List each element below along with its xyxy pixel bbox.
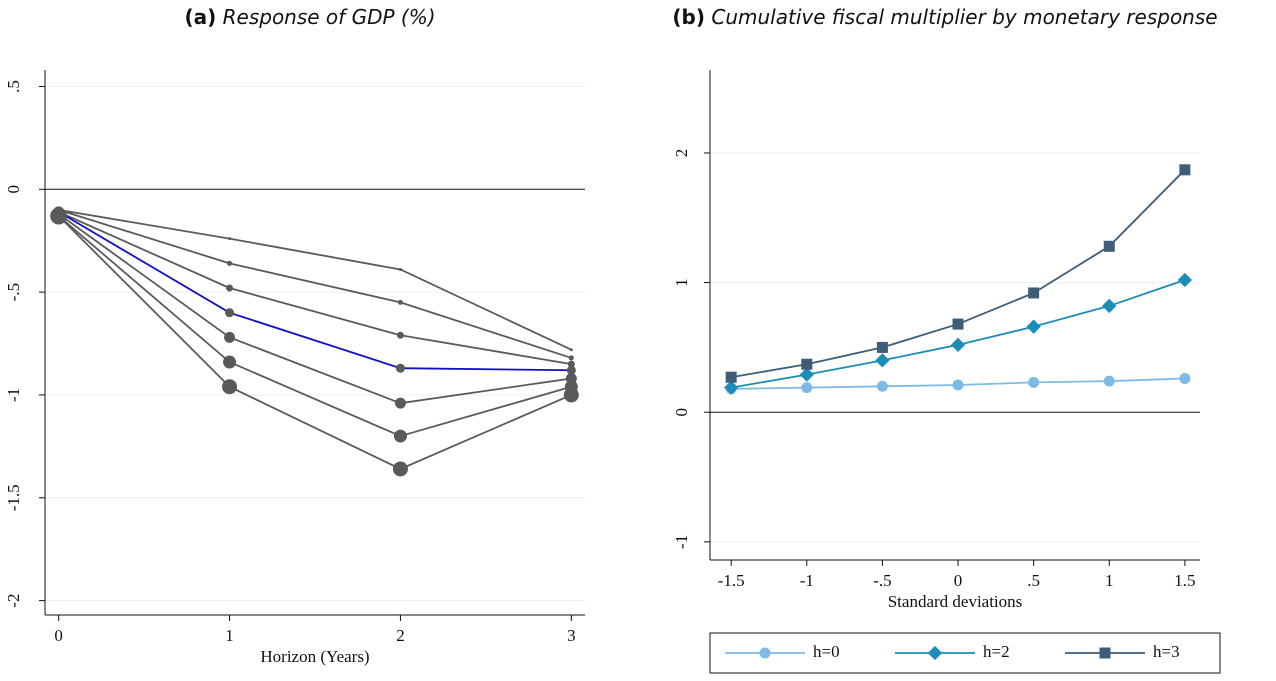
marker: [1028, 287, 1040, 299]
y-tick-label: 0: [672, 408, 691, 417]
x-tick-label: 1: [1105, 571, 1114, 590]
marker: [225, 308, 235, 318]
y-tick-label: -1: [4, 388, 23, 402]
legend-label: h=0: [813, 642, 840, 661]
marker: [799, 367, 814, 382]
marker: [395, 363, 405, 373]
marker: [1103, 240, 1115, 252]
x-tick-label: 1.5: [1174, 571, 1195, 590]
x-tick-label: -1: [800, 571, 814, 590]
legend-label: h=3: [1153, 642, 1180, 661]
y-tick-label: 0: [4, 185, 23, 194]
panel-label: (a): [184, 5, 216, 29]
x-tick-label: 0: [954, 571, 963, 590]
marker: [1102, 298, 1117, 314]
marker: [227, 260, 233, 266]
legend-label: h=2: [983, 642, 1010, 661]
marker: [876, 341, 888, 353]
marker: [1179, 164, 1191, 176]
series-line: [731, 279, 1186, 389]
x-tick-label: -.5: [873, 571, 891, 590]
marker: [725, 371, 737, 383]
marker: [223, 355, 237, 369]
marker: [568, 355, 574, 361]
y-tick-label: 2: [672, 149, 691, 158]
legend-marker: [1099, 647, 1111, 659]
marker: [875, 353, 890, 368]
marker: [226, 284, 234, 292]
chart-title-b: (b) Cumulative fiscal multiplier by mone…: [672, 5, 1217, 29]
marker: [394, 397, 406, 409]
marker: [801, 358, 813, 370]
legend-marker: [927, 645, 943, 661]
x-tick-label: 2: [396, 626, 405, 645]
legend-marker: [759, 647, 771, 659]
marker: [50, 207, 68, 225]
marker: [724, 380, 739, 395]
y-tick-label: -1.5: [4, 484, 23, 511]
series-line: [58, 215, 572, 438]
chart-title-a: (a) Response of GDP (%): [184, 5, 435, 29]
marker: [228, 237, 232, 241]
series-line: [58, 208, 572, 351]
marker: [222, 379, 238, 395]
marker: [1177, 272, 1193, 288]
x-tick-label: -1.5: [718, 571, 745, 590]
title-text: Response of GDP (%): [223, 5, 436, 29]
x-tick-label: .5: [1027, 571, 1040, 590]
x-tick-label: 0: [54, 626, 63, 645]
series-line: [58, 213, 572, 405]
marker: [1026, 319, 1041, 334]
marker: [398, 267, 402, 271]
y-tick-label: .5: [4, 80, 23, 93]
marker: [224, 331, 236, 343]
marker: [566, 365, 576, 375]
marker: [950, 337, 966, 352]
series-line: [58, 215, 572, 470]
x-axis-label: Standard deviations: [888, 592, 1023, 611]
series-line: [58, 208, 572, 359]
y-tick-label: -2: [4, 594, 23, 608]
marker: [876, 380, 888, 392]
marker: [801, 382, 813, 394]
marker: [567, 360, 575, 368]
panel-label: (b): [672, 5, 705, 29]
series-line: [58, 211, 572, 372]
marker: [1028, 376, 1040, 388]
marker: [397, 299, 403, 305]
marker: [952, 318, 964, 330]
marker: [396, 331, 404, 339]
marker: [569, 348, 573, 352]
marker: [1103, 375, 1115, 387]
x-tick-label: 1: [225, 626, 234, 645]
marker: [952, 379, 964, 391]
y-tick-label: -.5: [4, 283, 23, 301]
marker: [393, 429, 407, 443]
marker: [563, 387, 579, 403]
x-axis-label: Horizon (Years): [260, 647, 369, 666]
marker: [1179, 373, 1191, 385]
series-line: [58, 211, 572, 365]
y-tick-label: 1: [672, 278, 691, 287]
title-text: Cumulative fiscal multiplier by monetary…: [711, 5, 1217, 29]
y-tick-label: -1: [672, 535, 691, 549]
marker: [392, 461, 408, 477]
x-tick-label: 3: [567, 626, 576, 645]
